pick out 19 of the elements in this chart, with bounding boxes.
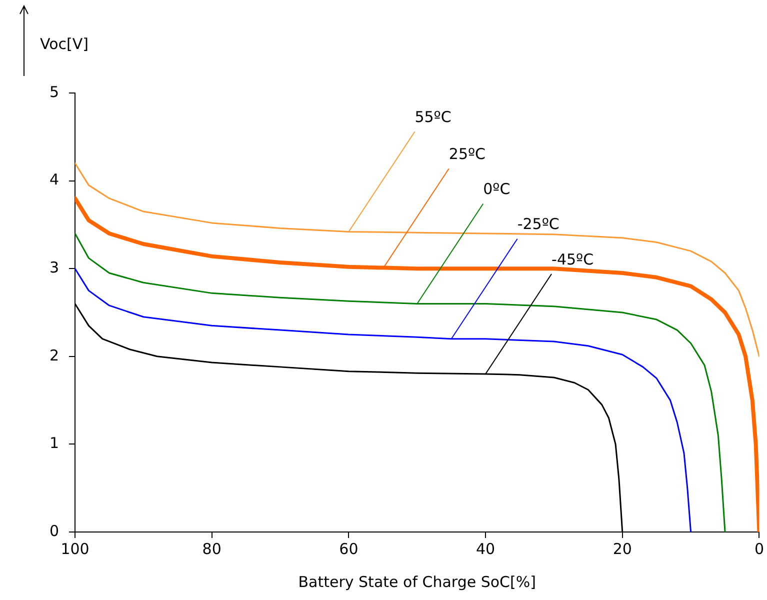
x-tick-label: 40 (476, 540, 496, 558)
x-tick-label: 100 (60, 540, 90, 558)
annotation: 25ºC (448, 144, 486, 163)
x-axis-title: Battery State of Charge SoC[%] (298, 572, 536, 591)
x-tick-label: 80 (202, 540, 222, 558)
x-tick-label: 20 (612, 540, 632, 558)
y-tick-label: 4 (49, 170, 59, 189)
y-axis-title: Voc[V] (40, 34, 88, 53)
y-tick-label: 2 (49, 346, 59, 364)
annotation: -25ºC (517, 215, 560, 234)
y-tick-label: 0 (49, 522, 59, 540)
annotation: 0ºC (483, 180, 510, 198)
annotation: -45ºC (552, 250, 594, 268)
x-tick-label: 60 (339, 540, 358, 558)
y-tick-label: 5 (49, 82, 59, 101)
y-tick-label: 3 (49, 258, 59, 276)
y-tick-label: 1 (49, 434, 59, 452)
x-tick-label: 0 (754, 540, 764, 558)
annotation: 55ºC (414, 108, 452, 126)
